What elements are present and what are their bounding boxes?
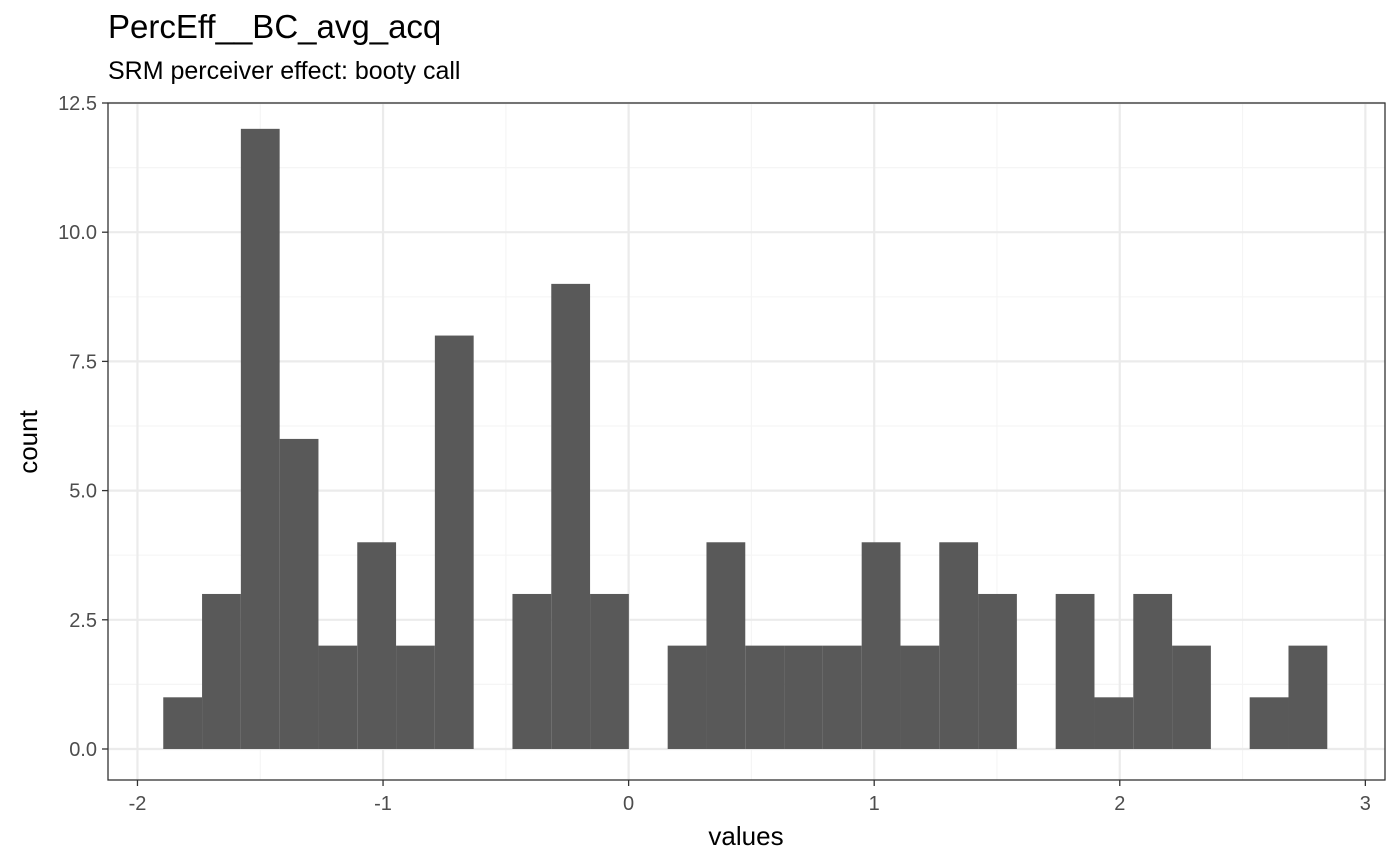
histogram-bar <box>1055 593 1095 749</box>
histogram-bar <box>240 128 280 749</box>
x-tick-label: -1 <box>374 793 392 815</box>
histogram-bar <box>900 645 940 749</box>
histogram-bar <box>318 645 358 749</box>
y-tick-label: 0.0 <box>69 739 97 761</box>
y-tick-label: 7.5 <box>69 351 97 373</box>
y-tick-label: 5.0 <box>69 481 97 503</box>
histogram-bar <box>1094 697 1134 749</box>
histogram-bar <box>1249 697 1289 749</box>
y-axis-label: count <box>13 409 43 473</box>
x-tick-label: 0 <box>623 793 634 815</box>
histogram-bar <box>512 593 552 749</box>
x-tick-label: 1 <box>869 793 880 815</box>
x-tick-label: -2 <box>129 793 147 815</box>
y-tick-label: 12.5 <box>58 93 97 115</box>
axes: -2 -1 0 1 2 3 0.0 2.5 5.0 7.5 10.0 12.5 <box>58 93 1371 815</box>
x-tick-label: 3 <box>1360 793 1371 815</box>
x-axis-label: values <box>708 821 783 851</box>
histogram-bar <box>434 335 474 749</box>
histogram-bar <box>978 593 1017 749</box>
histogram-bar <box>202 593 241 749</box>
histogram-bar <box>822 645 862 749</box>
chart-subtitle: SRM perceiver effect: booty call <box>108 57 461 85</box>
histogram-bar <box>861 542 901 749</box>
histogram-bar <box>939 542 979 749</box>
histogram-bar <box>745 645 785 749</box>
y-tick-label: 10.0 <box>58 222 97 244</box>
histogram-bar <box>667 645 707 749</box>
histogram-bar <box>1288 645 1328 749</box>
bars <box>163 128 1328 749</box>
histogram-bar <box>163 697 203 749</box>
histogram-bar <box>279 438 319 749</box>
y-tick-label: 2.5 <box>69 610 97 632</box>
panel-border <box>107 102 1386 781</box>
histogram-bar <box>396 645 435 749</box>
histogram-bar <box>1172 645 1211 749</box>
histogram-bar <box>1133 593 1173 749</box>
histogram-bar <box>357 542 397 749</box>
histogram-bar <box>706 542 746 749</box>
x-tick-label: 2 <box>1114 793 1125 815</box>
chart-title: PercEff__BC_avg_acq <box>108 8 442 45</box>
histogram-bar <box>784 645 823 749</box>
histogram-bar <box>551 283 591 749</box>
histogram-bar <box>590 593 629 749</box>
